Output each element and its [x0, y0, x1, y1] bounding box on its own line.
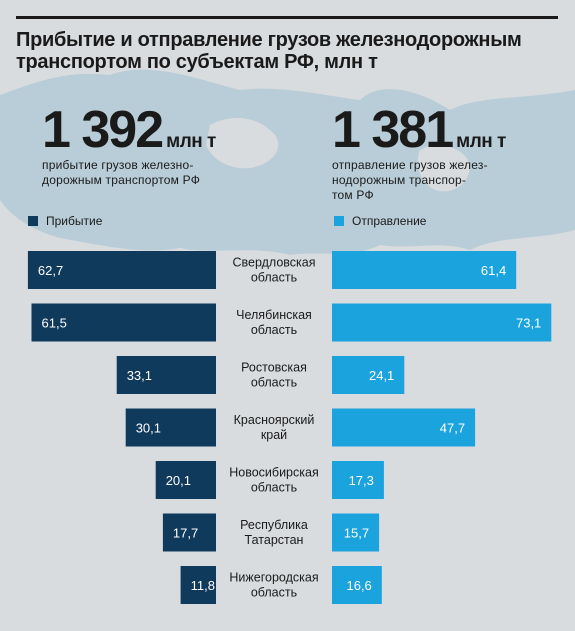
- departure-value-label: 15,7: [344, 526, 369, 541]
- category-label: Свердловская: [232, 256, 315, 270]
- legend-departure: Отправление: [334, 214, 426, 228]
- departure-bar: [332, 513, 380, 552]
- legend-arrival: Прибытие: [28, 214, 102, 228]
- arrival-total-unit: млн т: [166, 131, 216, 152]
- arrival-value-label: 11,8: [191, 578, 215, 593]
- departure-total-value: 1 381: [332, 101, 454, 159]
- departure-value-label: 73,1: [516, 316, 541, 331]
- arrival-value-label: 20,1: [166, 473, 191, 488]
- departure-bar: [332, 251, 517, 289]
- departure-value-label: 61,4: [481, 263, 506, 278]
- arrival-bar: [155, 461, 216, 499]
- category-label: Татарстан: [245, 533, 304, 547]
- top-rule: [16, 16, 558, 19]
- arrival-value-label: 61,5: [42, 316, 67, 331]
- arrival-bar: [162, 513, 216, 552]
- arrival-total-value: 1 392: [42, 101, 164, 159]
- departure-caption: отправление грузов желез- нодорожным тра…: [332, 158, 532, 203]
- legend-departure-swatch: [334, 216, 344, 226]
- departure-bar: [332, 408, 476, 447]
- departure-bar: [332, 566, 382, 604]
- map-sea: [206, 117, 279, 169]
- arrival-value-label: 33,1: [127, 368, 152, 383]
- departure-total-unit: млн т: [456, 131, 506, 152]
- departure-bar: [332, 461, 384, 499]
- category-label: область: [251, 271, 297, 285]
- category-label: область: [251, 323, 297, 337]
- departure-total: 1 381 млн т: [332, 104, 506, 156]
- arrival-bar: [116, 356, 216, 394]
- category-label: Новосибирская: [229, 466, 318, 480]
- category-label: область: [251, 376, 297, 390]
- category-label: Красноярский: [234, 413, 315, 427]
- arrival-total: 1 392 млн т: [42, 104, 216, 156]
- arrival-value-label: 17,7: [173, 526, 198, 541]
- legend-arrival-swatch: [28, 216, 38, 226]
- departure-caption-text: отправление грузов желез- нодорожным тра…: [332, 158, 488, 202]
- arrival-caption-text: прибытие грузов железно- дорожным трансп…: [42, 158, 201, 187]
- legend-arrival-label: Прибытие: [46, 214, 103, 228]
- category-label: Ростовская: [241, 361, 307, 375]
- arrival-value-label: 62,7: [38, 263, 63, 278]
- category-label: край: [261, 428, 287, 442]
- arrival-bar: [180, 566, 216, 604]
- arrival-bar: [27, 251, 217, 289]
- departure-bar: [332, 303, 552, 342]
- map-landmass: [0, 69, 575, 255]
- category-label: Нижегородская: [229, 571, 318, 585]
- chart-title: Прибытие и отправление грузов железнодор…: [16, 29, 522, 73]
- arrival-value-label: 30,1: [136, 421, 161, 436]
- category-label: область: [251, 586, 297, 600]
- arrival-bar: [31, 303, 216, 342]
- map-bay: [417, 145, 470, 192]
- category-label: область: [251, 481, 297, 495]
- departure-value-label: 17,3: [349, 473, 374, 488]
- departure-value-label: 47,7: [440, 421, 465, 436]
- departure-value-label: 24,1: [369, 368, 394, 383]
- category-label: Республика: [240, 518, 308, 532]
- departure-value-label: 16,6: [346, 578, 371, 593]
- category-label: Челябинская: [236, 308, 312, 322]
- departure-bar: [332, 356, 405, 394]
- arrival-bar: [125, 408, 216, 447]
- arrival-caption: прибытие грузов железно- дорожным трансп…: [42, 158, 242, 188]
- legend-departure-label: Отправление: [352, 214, 427, 228]
